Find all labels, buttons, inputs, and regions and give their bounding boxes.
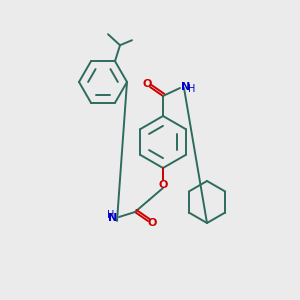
Text: N: N — [181, 82, 190, 92]
Text: H: H — [107, 210, 115, 220]
Text: H: H — [188, 84, 195, 94]
Text: O: O — [147, 218, 157, 228]
Text: O: O — [158, 180, 168, 190]
Text: N: N — [108, 213, 117, 223]
Text: O: O — [142, 79, 152, 89]
